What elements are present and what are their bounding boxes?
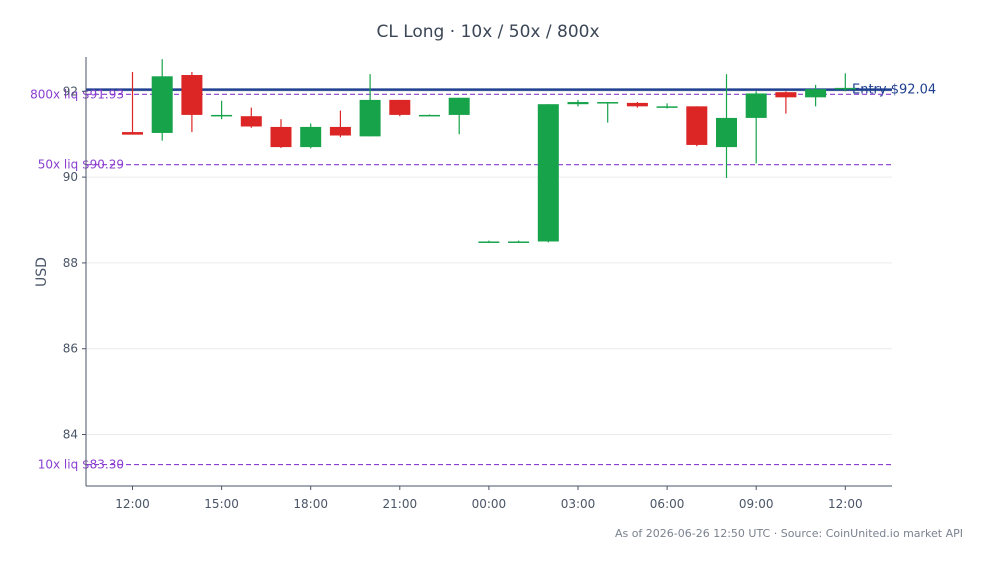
candles [122,59,856,243]
candle [508,240,530,243]
candle-body [745,93,767,118]
candle [151,59,173,141]
candle [775,91,797,114]
grid [86,90,892,436]
candle [448,97,470,135]
candle-body [686,106,708,145]
candle [359,74,381,137]
candle-body [567,102,589,105]
candle-body [329,126,351,136]
candle-body [478,241,500,243]
candle [834,73,856,92]
candle-body [537,104,559,242]
candle-body [270,126,292,148]
candle-body [448,97,470,115]
candle-body [834,87,856,90]
candle-body [716,117,737,148]
candle-body [359,99,381,137]
candle [270,119,292,148]
candle-body [389,99,411,115]
candle [567,99,589,107]
x-tick-label: 18:00 [293,497,328,511]
footer-source: As of 2026-06-26 12:50 UTC · Source: Coi… [615,527,963,540]
y-tick-label: 84 [63,428,78,442]
candle [240,107,262,128]
candle [537,104,559,243]
candle [686,106,708,147]
y-tick-label: 88 [63,256,78,270]
x-tick-label: 12:00 [828,497,863,511]
y-tick-label: 90 [63,170,78,184]
candle [745,91,767,164]
x-tick-label: 00:00 [472,497,507,511]
candle [656,103,678,109]
candle [716,74,737,178]
axes: 84 86 88 90 92 12:00 15:00 18:00 21:00 00:00 03:00… [63,57,892,511]
x-tick-label: 15:00 [204,497,239,511]
x-tick-label: 03:00 [561,497,596,511]
liquidation-label: 10x liq $83.30 [38,458,124,472]
liquidation-label: 50x liq $90.29 [38,158,124,172]
candle-body [626,102,648,107]
candle-body [240,116,262,127]
y-tick-label: 86 [63,342,78,356]
candle [389,99,411,117]
candle-body [211,114,233,117]
candle [181,72,203,133]
x-tick-label: 09:00 [739,497,774,511]
candle-body [656,106,678,108]
candle [300,123,322,149]
candle-body [300,126,322,148]
candle [419,114,440,117]
x-tick-label: 12:00 [115,497,150,511]
candle [122,72,143,135]
x-tick-label: 21:00 [383,497,418,511]
candle [211,100,233,120]
x-tick-label: 06:00 [650,497,685,511]
candle [329,110,351,138]
candle-body [122,132,143,135]
chart-title: CL Long · 10x / 50x / 800x [376,22,599,42]
liquidation-label: 800x liq $91.93 [30,87,124,101]
candle-body [775,92,797,98]
candle [626,102,648,108]
candle [597,102,619,123]
candle-body [151,76,173,133]
entry-label: Entry $92.04 [852,83,936,98]
candle-body [805,89,827,98]
reference-lines: Entry $92.04 800x liq $91.93 50x liq $90.2… [30,83,936,472]
candle-body [508,241,530,243]
y-tick-label: 92 [63,84,78,98]
candle [805,84,827,107]
candle-body [181,75,203,115]
y-axis-label: USD [34,257,50,287]
candle-body [597,102,619,104]
candle [478,240,500,243]
candle-body [419,114,440,117]
